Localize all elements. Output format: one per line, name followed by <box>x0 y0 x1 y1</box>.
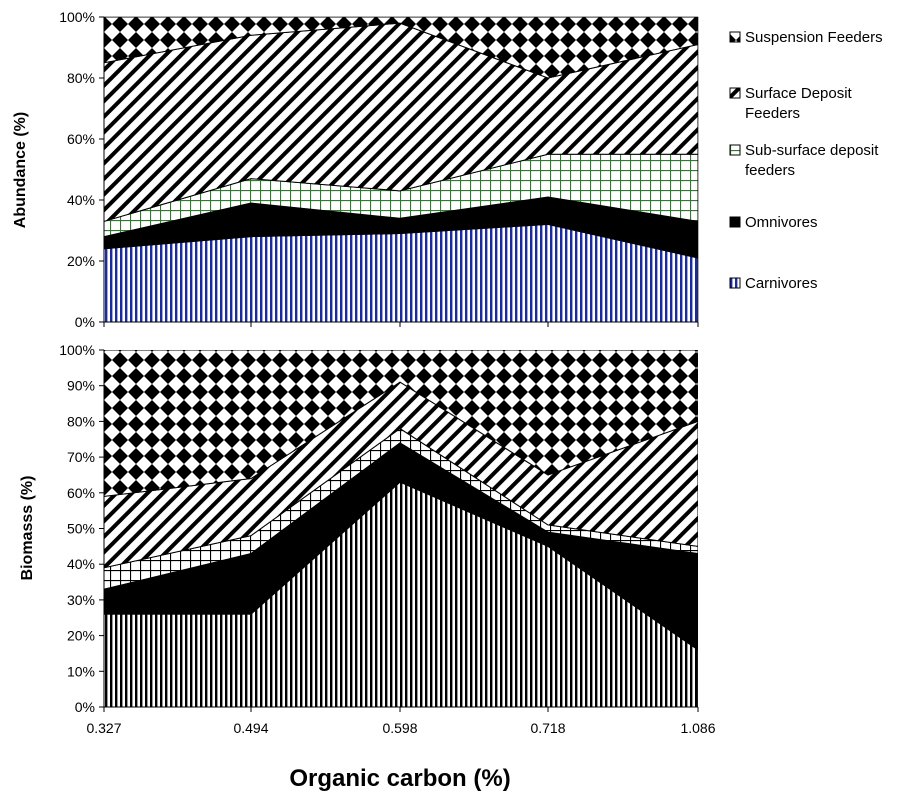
legend-swatch <box>729 277 741 289</box>
biomass-area-suspension-feeders <box>104 350 698 497</box>
abundance-y-tick-label: 80% <box>67 70 95 86</box>
legend-swatch <box>729 87 741 99</box>
abundance-y-axis-label: Abundance (%) <box>12 112 29 228</box>
x-tick-label: 0.327 <box>86 720 121 736</box>
abundance-panel <box>104 17 698 322</box>
biomass-y-tick-label: 20% <box>67 628 95 644</box>
x-axis-title: Organic carbon (%) <box>289 765 510 792</box>
legend-swatch <box>729 144 741 156</box>
biomass-y-tick-label: 100% <box>59 342 95 358</box>
abundance-y-tick-label: 0% <box>75 314 95 330</box>
legend-label: Feeders <box>745 105 800 122</box>
legend-label: Suspension Feeders <box>745 29 883 46</box>
biomass-panel <box>104 350 698 707</box>
abundance-y-tick-label: 20% <box>67 253 95 269</box>
biomass-axes: 0% 10% 20% 30% 40% 50% 60% 70% 80% 90% 100% <box>59 342 699 715</box>
biomass-y-tick-label: 40% <box>67 556 95 572</box>
legend: Suspension Feeders Surface Deposit Feeders… <box>729 29 883 292</box>
legend-label: Omnivores <box>745 214 818 231</box>
biomass-y-tick-label: 10% <box>67 663 95 679</box>
abundance-y-tick-label: 40% <box>67 192 95 208</box>
x-tick-label: 0.718 <box>530 720 565 736</box>
biomass-y-tick-label: 90% <box>67 378 95 394</box>
x-tick-label: 0.494 <box>233 720 268 736</box>
biomass-y-tick-label: 50% <box>67 521 95 537</box>
abundance-axes: 0% 20% 40% 60% 80% 100% <box>59 9 699 330</box>
biomass-y-tick-label: 60% <box>67 485 95 501</box>
abundance-y-tick-label: 100% <box>59 9 95 25</box>
legend-label: Sub-surface deposit <box>745 142 879 159</box>
abundance-plot-frame <box>103 16 699 323</box>
x-tick-label: 1.086 <box>680 720 715 736</box>
legend-label: feeders <box>745 162 795 179</box>
biomass-y-tick-label: 0% <box>75 699 95 715</box>
abundance-y-tick-label: 60% <box>67 131 95 147</box>
legend-swatch <box>729 31 741 43</box>
biomass-y-tick-label: 70% <box>67 449 95 465</box>
legend-swatch <box>729 216 741 228</box>
x-tick-label: 0.598 <box>382 720 417 736</box>
biomass-y-tick-label: 30% <box>67 592 95 608</box>
x-tick-labels: 0.327 0.494 0.598 0.718 1.086 <box>86 720 715 736</box>
biomass-y-axis-label: Biomasss (%) <box>19 476 36 581</box>
biomass-y-tick-label: 80% <box>67 413 95 429</box>
legend-label: Carnivores <box>745 275 818 292</box>
abundance-area-suspension-feeders <box>104 17 698 79</box>
legend-label: Surface Deposit <box>745 85 853 102</box>
